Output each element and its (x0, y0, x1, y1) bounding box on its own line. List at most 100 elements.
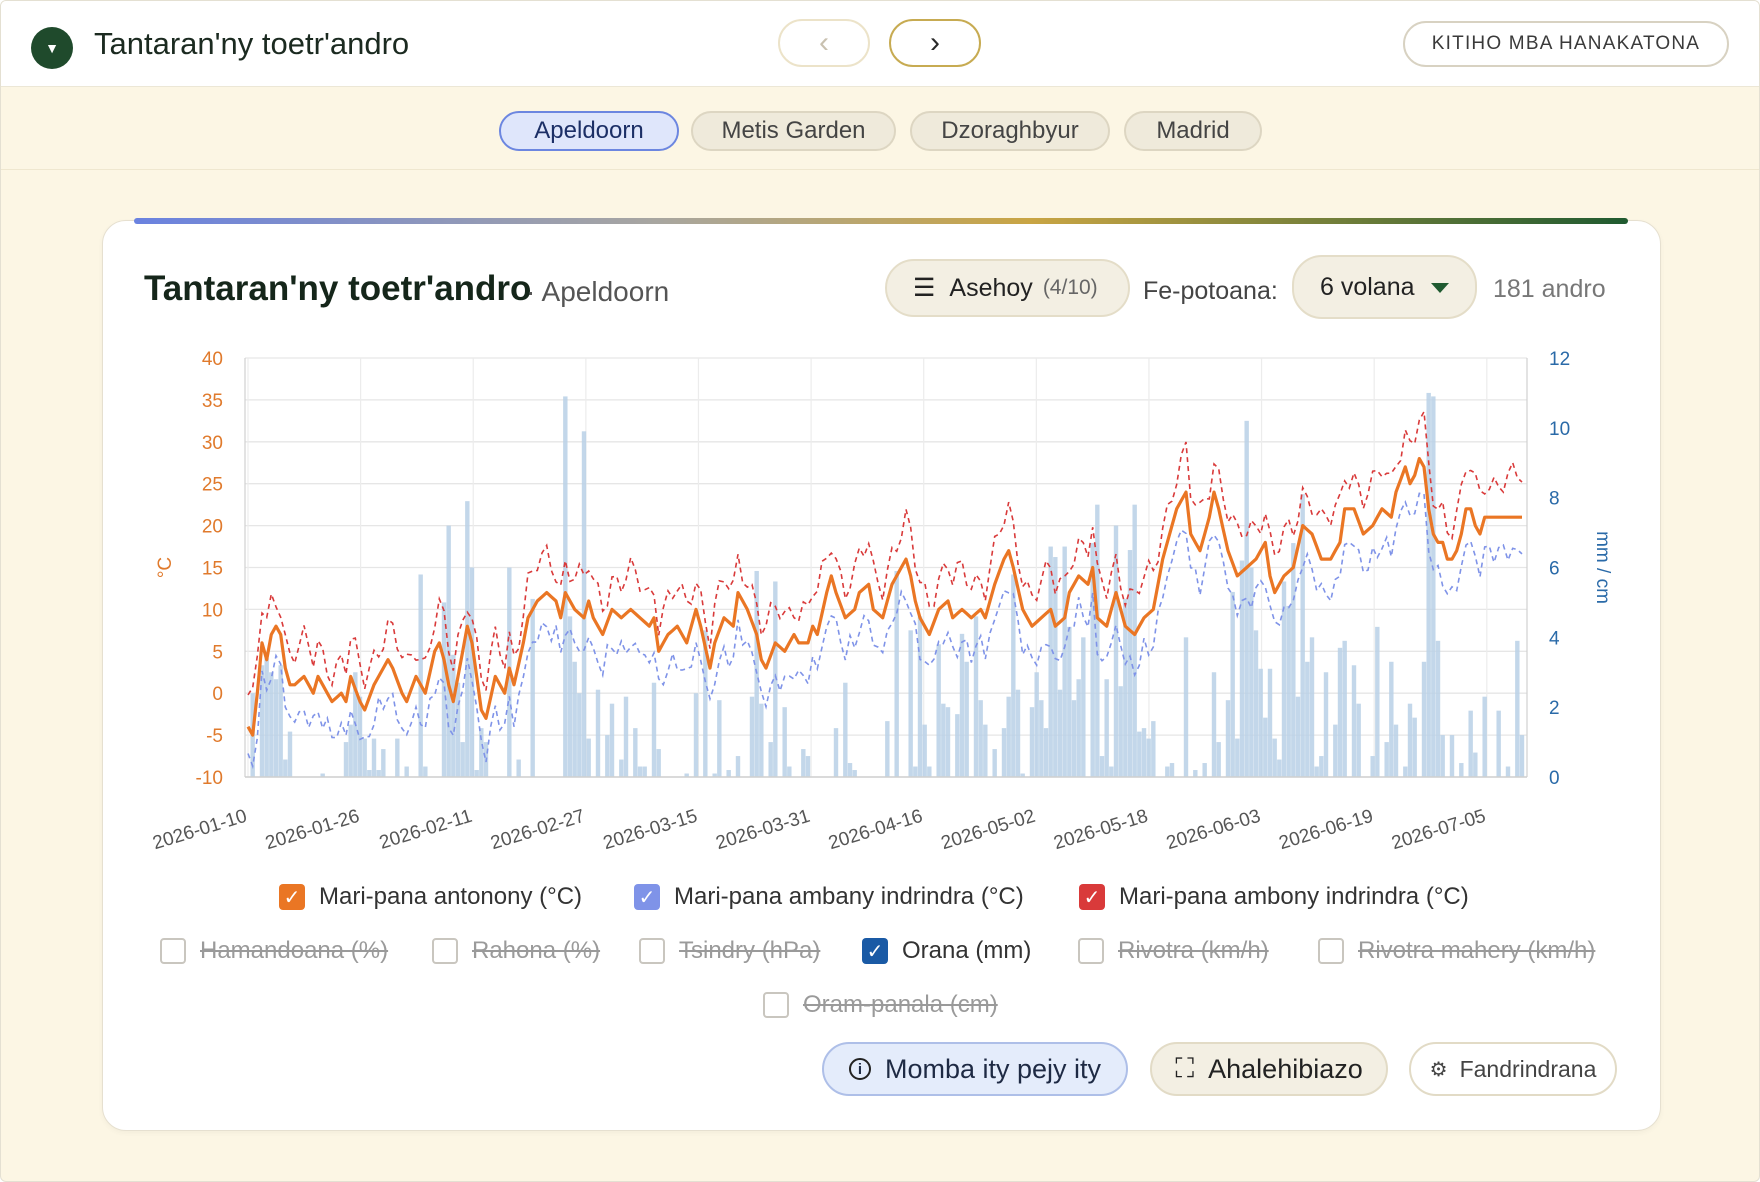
chart-axes: 4035302520151050-5-101210864202026-01-10… (150, 349, 1613, 854)
logo-toggle-icon[interactable]: ▼ (31, 27, 73, 69)
rain-bar (1211, 672, 1217, 777)
tab-dzoraghbyur[interactable]: Dzoraghbyur (910, 111, 1110, 151)
rain-bar (833, 728, 839, 777)
temperature-lines (246, 409, 1523, 770)
rain-bar (474, 770, 479, 777)
rain-bar (1281, 581, 1287, 777)
checkbox-empty-icon (1078, 938, 1104, 964)
rain-bar (371, 738, 377, 777)
rain-bar (1137, 731, 1142, 777)
rain-bar (1169, 763, 1175, 777)
rain-bar (1006, 696, 1011, 777)
rain-bar (684, 773, 689, 777)
rain-bar (978, 700, 983, 777)
rain-bar (1505, 766, 1511, 777)
legend-humidity[interactable]: Hamandoana (%) (160, 937, 388, 965)
tab-metis-garden[interactable]: Metis Garden (691, 111, 896, 151)
rain-bar (1319, 756, 1324, 777)
rain-bar (259, 665, 265, 777)
rain-bar (348, 724, 353, 777)
rain-bar (852, 770, 857, 777)
rain-bar (941, 703, 946, 777)
y-tick-label-left: 25 (202, 475, 223, 496)
close-button[interactable]: KITIHO MBA HANAKATONA (1403, 21, 1729, 67)
rain-bar (754, 570, 759, 777)
tab-madrid[interactable]: Madrid (1124, 111, 1262, 151)
rain-bar (651, 682, 657, 777)
min-temp-line (247, 492, 1523, 770)
legend-rain[interactable]: ✓ Orana (mm) (862, 937, 1031, 965)
checkbox-checked-icon: ✓ (634, 884, 660, 910)
rain-bar (1267, 668, 1273, 777)
rain-bar (1384, 742, 1389, 777)
rain-bar (469, 567, 475, 777)
checkbox-empty-icon (639, 938, 665, 964)
rain-bar (936, 644, 941, 777)
legend-max-temp[interactable]: ✓ Mari-pana ambony indrindra (°C) (1079, 883, 1469, 911)
rain-bar (913, 766, 918, 777)
rain-bar (1113, 525, 1119, 777)
legend-wind[interactable]: Rivotra (km/h) (1078, 937, 1269, 965)
rain-bar (1263, 717, 1268, 777)
gear-icon: ⚙ (1429, 1058, 1448, 1081)
legend-mean-temp[interactable]: ✓ Mari-pana antonony (°C) (279, 883, 582, 911)
rain-bar (1253, 630, 1259, 777)
fullscreen-icon: ⛶ (1175, 1053, 1195, 1083)
rain-bar (1109, 766, 1114, 777)
rain-bar (1235, 738, 1240, 777)
legend-cloud[interactable]: Rahona (%) (432, 937, 600, 965)
rain-bar (1118, 686, 1123, 777)
legend-pressure[interactable]: Tsindry (hPa) (639, 937, 820, 965)
rain-bar (1370, 756, 1375, 777)
series-menu-button[interactable]: ☰ Asehoy (4/10) (885, 259, 1130, 317)
y-tick-label-left: 5 (212, 642, 223, 663)
rain-bar (381, 749, 386, 777)
legend-wind-gust[interactable]: Rivotra mahery (km/h) (1318, 937, 1595, 965)
rain-bar (1029, 707, 1035, 777)
top-bar: ▼ Tantaran'ny toetr'andro ‹ › KITIHO MBA… (1, 1, 1759, 87)
x-tick-label: 2026-07-05 (1389, 806, 1488, 855)
legend-min-temp[interactable]: ✓ Mari-pana ambany indrindra (°C) (634, 883, 1024, 911)
x-tick-label: 2026-05-18 (1051, 806, 1150, 855)
rain-bar (703, 630, 708, 777)
range-select[interactable]: 6 volana (1292, 255, 1477, 319)
rain-bar (1225, 700, 1231, 777)
legend-snow[interactable]: Oram-panala (cm) (763, 991, 998, 1019)
checkbox-empty-icon (160, 938, 186, 964)
rain-bar (343, 742, 349, 777)
rain-bar (847, 763, 853, 777)
y-axis-title-left: °C (155, 557, 176, 578)
previous-button[interactable]: ‹ (778, 19, 870, 67)
rain-bar (1081, 637, 1086, 777)
tab-apeldoorn[interactable]: Apeldoorn (499, 111, 679, 151)
about-page-button[interactable]: i Momba ity pejy ity (822, 1042, 1128, 1096)
y-axis-title-right: mm / cm (1592, 531, 1613, 604)
fullscreen-label: Ahalehibiazo (1208, 1053, 1363, 1084)
y-tick-label-left: 0 (212, 684, 223, 705)
mean-temp-line (246, 457, 1522, 737)
rain-bar (1258, 668, 1263, 777)
rain-bar (1337, 647, 1343, 777)
menu-icon: ☰ (913, 274, 936, 302)
x-tick-label: 2026-06-19 (1277, 806, 1376, 855)
y-tick-label-right: 2 (1549, 698, 1560, 719)
rain-bar (983, 724, 988, 777)
checkbox-checked-icon: ✓ (279, 884, 305, 910)
info-icon: i (848, 1058, 871, 1080)
rain-bar (843, 682, 848, 777)
rain-bar (1305, 661, 1310, 777)
rain-bar (404, 766, 409, 777)
next-button[interactable]: › (889, 19, 981, 67)
card-title: Tantaran'ny toetr'andro (144, 269, 532, 308)
checkbox-checked-icon: ✓ (1079, 884, 1105, 910)
rain-bar (357, 696, 363, 777)
rain-bar (801, 749, 806, 777)
range-label: Fe-potoana: (1143, 277, 1278, 305)
rain-bar (1295, 696, 1301, 777)
rain-bar (367, 770, 372, 777)
settings-button[interactable]: ⚙ Fandrindrana (1409, 1042, 1617, 1096)
rain-bar (768, 742, 773, 777)
fullscreen-button[interactable]: ⛶ Ahalehibiazo (1150, 1042, 1388, 1096)
